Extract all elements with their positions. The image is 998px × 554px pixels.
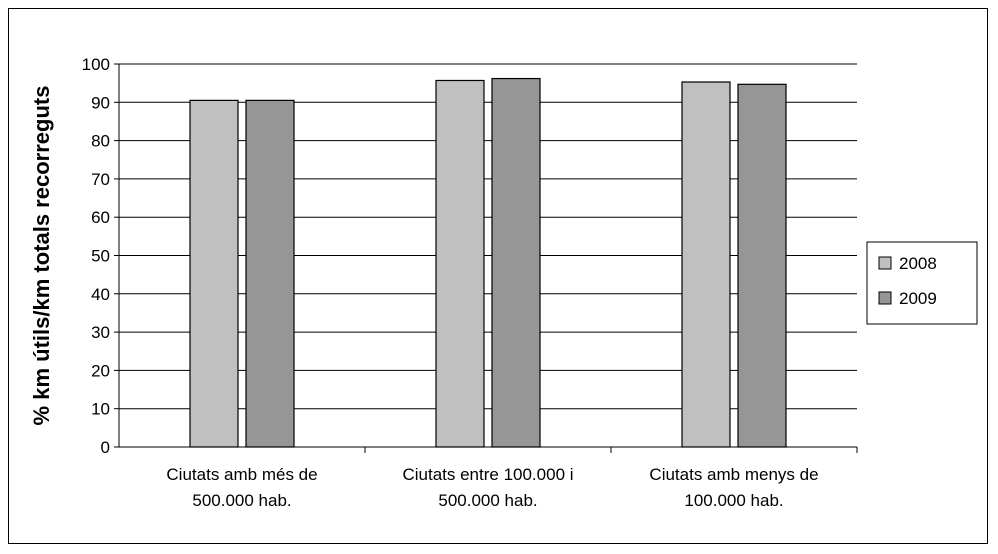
y-tick-label: 90	[91, 93, 110, 112]
y-tick-label: 10	[91, 400, 110, 419]
y-tick-label: 30	[91, 323, 110, 342]
legend-swatch-2008	[878, 256, 892, 270]
bar-2008	[189, 99, 239, 448]
y-tick-label: 50	[91, 247, 110, 266]
x-tick-label: 100.000 hab.	[684, 491, 783, 510]
legend-label-2009: 2009	[899, 289, 937, 308]
x-tick-label: Ciutats entre 100.000 i	[402, 465, 573, 484]
chart-frame: 0 10 20 30 40 50 60 70 80 90 100 % km útils/km tota…	[8, 8, 988, 544]
y-tick-label: 40	[91, 285, 110, 304]
y-tick-label: 100	[82, 55, 110, 74]
legend-swatch-2009	[878, 291, 892, 305]
x-tick-label: 500.000 hab.	[438, 491, 537, 510]
y-tick-label: 70	[91, 170, 110, 189]
y-axis-label: % km útils/km totals recorreguts	[29, 86, 54, 426]
y-tick-label: 60	[91, 208, 110, 227]
x-tick-label: 500.000 hab.	[192, 491, 291, 510]
bar-chart: 0 10 20 30 40 50 60 70 80 90 100 % km útils/km tota…	[29, 55, 978, 510]
bar-2009	[245, 99, 295, 448]
legend-box	[866, 241, 978, 325]
x-tick-label: Ciutats amb menys de	[649, 465, 818, 484]
legend-label-2008: 2008	[899, 254, 937, 273]
bar-2009	[491, 77, 541, 448]
y-tick-label: 20	[91, 361, 110, 380]
bar-2008	[681, 81, 731, 448]
bar-2008	[435, 79, 485, 448]
bar-2009	[737, 83, 787, 448]
y-tick-label: 0	[101, 438, 110, 457]
y-tick-label: 80	[91, 132, 110, 151]
x-tick-label: Ciutats amb més de	[166, 465, 317, 484]
